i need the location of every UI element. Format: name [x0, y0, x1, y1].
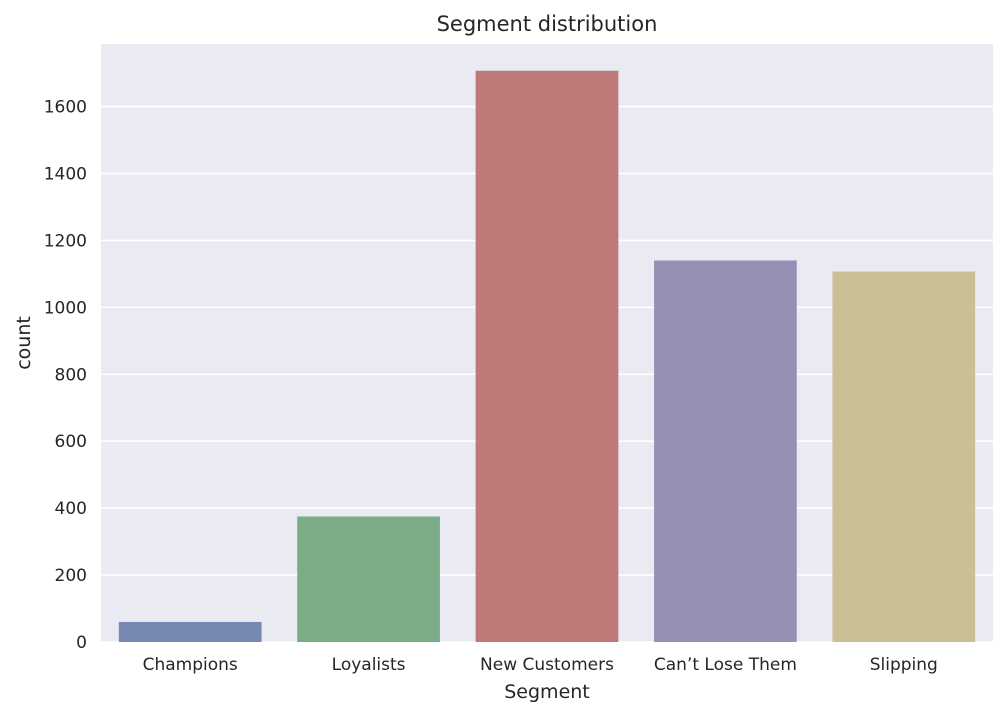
- chart-title: Segment distribution: [437, 12, 658, 36]
- y-axis-ticks: 0 200 400 600 800 1000 1200 1400 1600: [44, 98, 87, 653]
- x-tick-label: Can’t Lose Them: [654, 655, 797, 675]
- y-tick-label: 1600: [44, 98, 87, 118]
- bar-new-customers: [475, 70, 619, 643]
- y-tick-label: 800: [55, 365, 87, 385]
- y-tick-label: 1200: [44, 231, 87, 251]
- x-axis-label: Segment: [504, 681, 590, 703]
- y-tick-label: 1000: [44, 298, 87, 318]
- x-tick-label: Champions: [143, 655, 238, 675]
- y-tick-label: 1400: [44, 165, 87, 185]
- bar-can-t-lose-them: [654, 260, 797, 642]
- x-tick-label: Slipping: [870, 655, 938, 675]
- bar-loyalists: [297, 516, 440, 642]
- x-tick-label: Loyalists: [332, 655, 406, 675]
- y-tick-label: 600: [55, 432, 87, 452]
- y-tick-label: 0: [76, 633, 87, 653]
- y-tick-label: 200: [55, 566, 87, 586]
- x-axis-ticks: Champions Loyalists New Customers Can’t Los…: [143, 655, 938, 675]
- bar-champions: [118, 621, 262, 642]
- y-axis-label: count: [13, 316, 35, 370]
- x-tick-label: New Customers: [480, 655, 614, 675]
- y-tick-label: 400: [55, 499, 87, 519]
- bars: [118, 70, 976, 643]
- bar-slipping: [832, 271, 976, 642]
